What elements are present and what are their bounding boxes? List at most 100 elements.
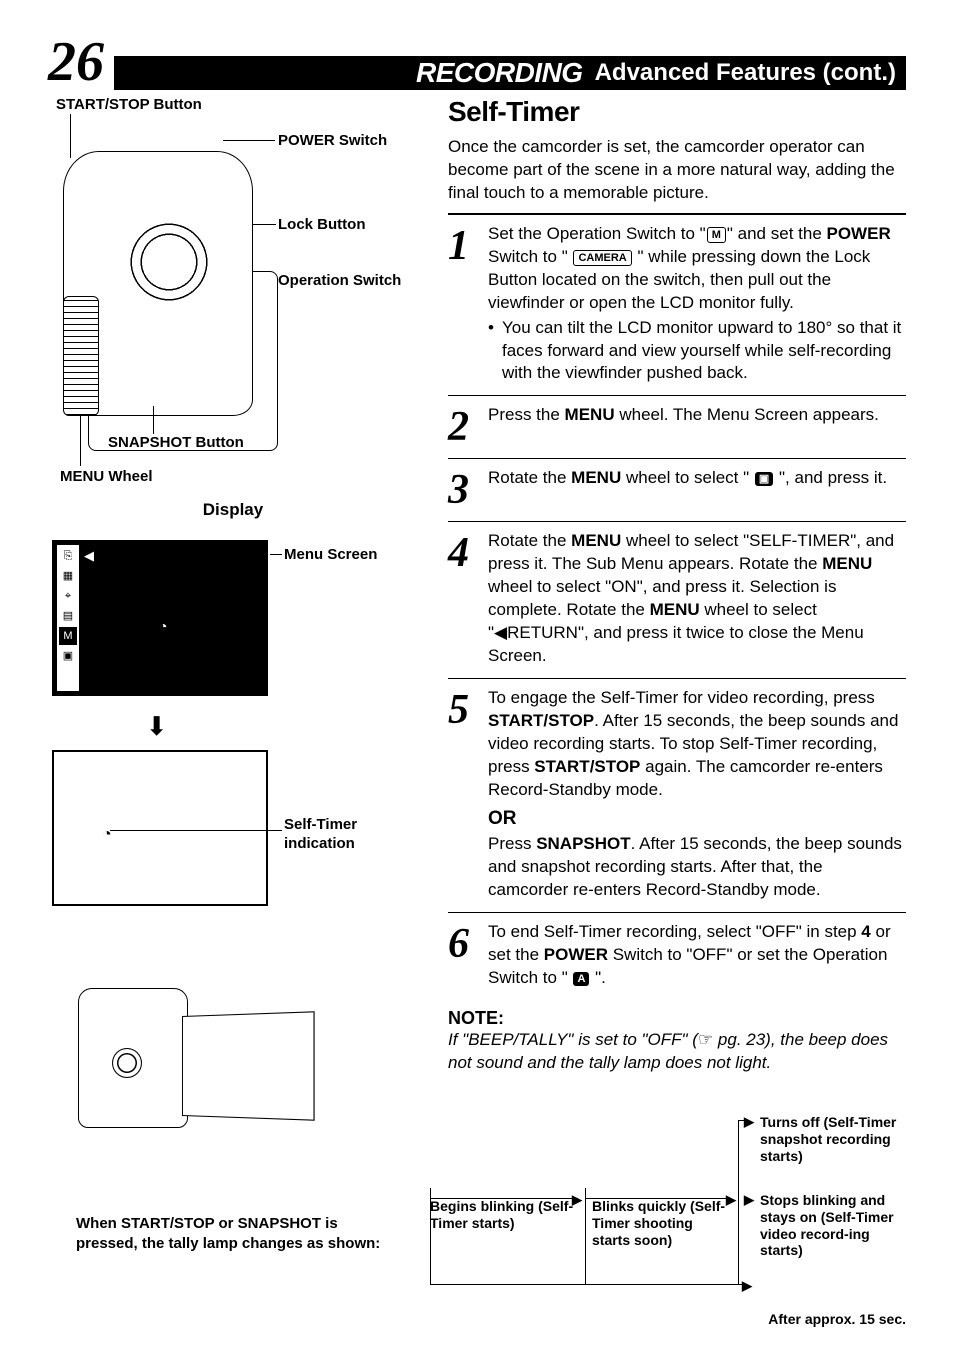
leader-line [270,554,282,555]
menu-label: MENU [571,531,621,550]
page-ref-icon: ☞ [698,1029,713,1052]
label-menu-wheel: MENU Wheel [60,468,153,485]
timer-indicator-icon: ◔ [102,826,112,844]
step-number: 4 [448,530,488,668]
step-body: To engage the Self-Timer for video recor… [488,687,906,902]
tally-caption: When START/STOP or SNAPSHOT is pressed, … [48,1214,418,1255]
step-body: Rotate the MENU wheel to select "SELF-TI… [488,530,906,668]
left-column: START/STOP Button POWER Switch Lock Butt… [48,96,418,1255]
step-number: 3 [448,467,488,511]
step-2: 2 Press the MENU wheel. The Menu Screen … [448,396,906,459]
note-text: If "BEEP/TALLY" is set to "OFF" ( [448,1030,698,1049]
step-1: 1 Set the Operation Switch to "M" and se… [448,215,906,397]
text: ", and press it. [774,468,887,487]
label-operation-switch: Operation Switch [278,272,401,289]
menu-icon: ▤ [59,607,77,625]
menu-icon: ⌖ [59,587,77,605]
power-label: POWER [544,945,608,964]
step-number: 6 [448,921,488,990]
time-axis [430,1284,746,1285]
menu-icon: ▦ [59,567,77,585]
label-power-switch: POWER Switch [278,132,387,149]
text: Rotate the [488,468,571,487]
tally-stops: Stops blinking and stays on (Self-Timer … [760,1192,910,1259]
step-3: 3 Rotate the MENU wheel to select " ▣ ",… [448,459,906,522]
label-start-stop: START/STOP Button [56,96,202,113]
menu-icon: ▣ [59,647,77,665]
step-6: 6 To end Self-Timer recording, select "O… [448,913,906,1000]
header-bar: RECORDING Advanced Features (cont.) [114,56,906,90]
startstop-label: START/STOP [488,711,594,730]
label-lock-button: Lock Button [278,216,366,233]
step-ref: 4 [861,922,870,941]
camera-box-icon: CAMERA [573,250,631,266]
step-5: 5 To engage the Self-Timer for video rec… [448,679,906,913]
a-icon: A [573,972,589,986]
steps-list: 1 Set the Operation Switch to "M" and se… [448,213,906,1000]
display-block: Display ⎘ ▦ ⌖ ▤ M ▣ ◀ ◔ Menu Screen [48,500,418,960]
tally-begins: Begins blinking (Self-Timer starts) [430,1198,580,1232]
tick-line [585,1188,586,1284]
text: " and set the [727,224,827,243]
leader-line [70,114,71,158]
text: Press [488,834,536,853]
text: To end Self-Timer recording, select "OFF… [488,922,861,941]
header-advanced: Advanced Features (cont.) [595,59,896,87]
power-label: POWER [827,224,891,243]
tick-line [738,1120,739,1284]
menu-label: MENU [571,468,621,487]
arrow-icon: ▶ [742,1278,752,1294]
menu-body [82,545,263,691]
down-arrow-icon: ➡ [141,715,172,737]
display-title: Display [48,500,418,520]
label-snapshot-button: SNAPSHOT Button [108,434,244,451]
bullet-item: • You can tilt the LCD monitor upward to… [488,317,906,386]
tally-blinks: Blinks quickly (Self-Timer shooting star… [592,1198,732,1248]
step-body: Set the Operation Switch to "M" and set … [488,223,906,386]
step-number: 5 [448,687,488,902]
text: wheel to select " [621,468,754,487]
step-body: To end Self-Timer recording, select "OFF… [488,921,906,990]
camcorder-lcd-diagram [48,968,418,1208]
tally-after-label: After approx. 15 sec. [768,1311,906,1328]
note-body: If "BEEP/TALLY" is set to "OFF" (☞ pg. 2… [448,1029,906,1075]
menu-screen-illustration: ⎘ ▦ ⌖ ▤ M ▣ ◀ ◔ [52,540,268,696]
menu-label: MENU [650,600,700,619]
leader-line [153,406,154,434]
menu-label: MENU [822,554,872,573]
menu-icon: ⎘ [59,547,77,565]
arrow-icon: ▶ [744,1192,754,1208]
menu-sidebar-icons: ⎘ ▦ ⌖ ▤ M ▣ [57,545,79,691]
step-body: Rotate the MENU wheel to select " ▣ ", a… [488,467,906,511]
text: Set the Operation Switch to " [488,224,706,243]
text: To engage the Self-Timer for video recor… [488,688,875,707]
note-title: NOTE: [448,1008,906,1029]
m-icon: M [707,227,726,243]
page-number: 26 [48,34,104,90]
step-number: 1 [448,223,488,386]
snapshot-label: SNAPSHOT [536,834,630,853]
label-menu-screen: Menu Screen [284,546,377,563]
step-4: 4 Rotate the MENU wheel to select "SELF-… [448,522,906,679]
leader-line [80,416,81,466]
startstop-label: START/STOP [534,757,640,776]
bullet-text: You can tilt the LCD monitor upward to 1… [502,317,906,386]
tally-turns-off: Turns off (Self-Timer snapshot recording… [760,1114,910,1164]
menu-select-icon: ▣ [755,472,773,486]
timer-screen-illustration: ◔ [52,750,268,906]
or-label: OR [488,806,906,832]
tally-diagram: ▶ ▶ ▶ ▶ ▶ Begins blinking (Self-Timer st… [430,1120,906,1310]
menu-timer-icon: ◔ [159,618,167,634]
menu-label: MENU [565,405,615,424]
page-header: 26 RECORDING Advanced Features (cont.) [48,40,906,90]
section-title: Self-Timer [448,96,906,128]
text: Switch to " [488,247,572,266]
bullet-dot: • [488,317,502,386]
leader-line [223,140,275,141]
step-body: Press the MENU wheel. The Menu Screen ap… [488,404,906,448]
camera-hinge-icon [63,296,99,416]
right-column: Self-Timer Once the camcorder is set, th… [448,96,906,1255]
header-recording: RECORDING [416,57,583,89]
camera2-lens-icon [112,1048,142,1078]
text: Press the [488,405,565,424]
